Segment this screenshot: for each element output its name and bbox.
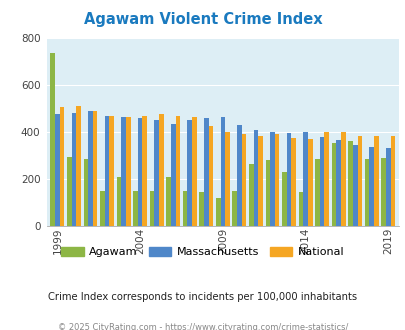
Text: © 2025 CityRating.com - https://www.cityrating.com/crime-statistics/: © 2025 CityRating.com - https://www.city…	[58, 323, 347, 330]
Bar	[159, 115, 163, 226]
Bar	[274, 134, 279, 226]
Bar	[142, 115, 147, 226]
Bar	[291, 138, 295, 226]
Bar	[72, 113, 76, 226]
Bar	[324, 132, 328, 226]
Bar	[347, 141, 352, 226]
Bar	[298, 192, 303, 226]
Bar	[331, 143, 336, 226]
Bar	[166, 177, 171, 226]
Bar	[182, 191, 187, 226]
Bar	[237, 125, 241, 226]
Bar	[232, 191, 237, 226]
Bar	[109, 115, 114, 226]
Bar	[281, 172, 286, 226]
Bar	[270, 132, 274, 226]
Bar	[67, 157, 72, 226]
Bar	[248, 164, 253, 226]
Bar	[380, 158, 385, 226]
Bar	[121, 117, 126, 226]
Bar	[364, 159, 369, 226]
Text: Agawam Violent Crime Index: Agawam Violent Crime Index	[83, 12, 322, 26]
Bar	[373, 136, 378, 226]
Bar	[100, 191, 104, 226]
Bar	[385, 148, 390, 226]
Legend: Agawam, Massachusetts, National: Agawam, Massachusetts, National	[57, 242, 348, 262]
Text: Crime Index corresponds to incidents per 100,000 inhabitants: Crime Index corresponds to incidents per…	[48, 292, 357, 302]
Bar	[258, 136, 262, 226]
Bar	[215, 198, 220, 226]
Bar	[133, 191, 138, 226]
Bar	[116, 177, 121, 226]
Bar	[286, 133, 291, 226]
Bar	[192, 117, 196, 226]
Bar	[149, 191, 154, 226]
Bar	[76, 106, 81, 226]
Bar	[307, 139, 312, 226]
Bar	[225, 132, 229, 226]
Bar	[88, 111, 93, 226]
Bar	[352, 145, 357, 226]
Bar	[138, 118, 142, 226]
Bar	[204, 118, 208, 226]
Bar	[369, 147, 373, 226]
Bar	[55, 115, 60, 226]
Bar	[187, 120, 192, 226]
Bar	[357, 136, 361, 226]
Bar	[390, 136, 394, 226]
Bar	[253, 130, 258, 226]
Bar	[104, 115, 109, 226]
Bar	[171, 124, 175, 226]
Bar	[60, 107, 64, 226]
Bar	[83, 159, 88, 226]
Bar	[265, 160, 270, 226]
Bar	[199, 192, 204, 226]
Bar	[314, 159, 319, 226]
Bar	[208, 126, 213, 226]
Bar	[126, 117, 130, 226]
Bar	[50, 53, 55, 226]
Bar	[319, 137, 324, 226]
Bar	[154, 120, 159, 226]
Bar	[175, 115, 180, 226]
Bar	[340, 132, 345, 226]
Bar	[93, 111, 97, 226]
Bar	[336, 140, 340, 226]
Bar	[220, 117, 225, 226]
Bar	[241, 134, 246, 226]
Bar	[303, 132, 307, 226]
